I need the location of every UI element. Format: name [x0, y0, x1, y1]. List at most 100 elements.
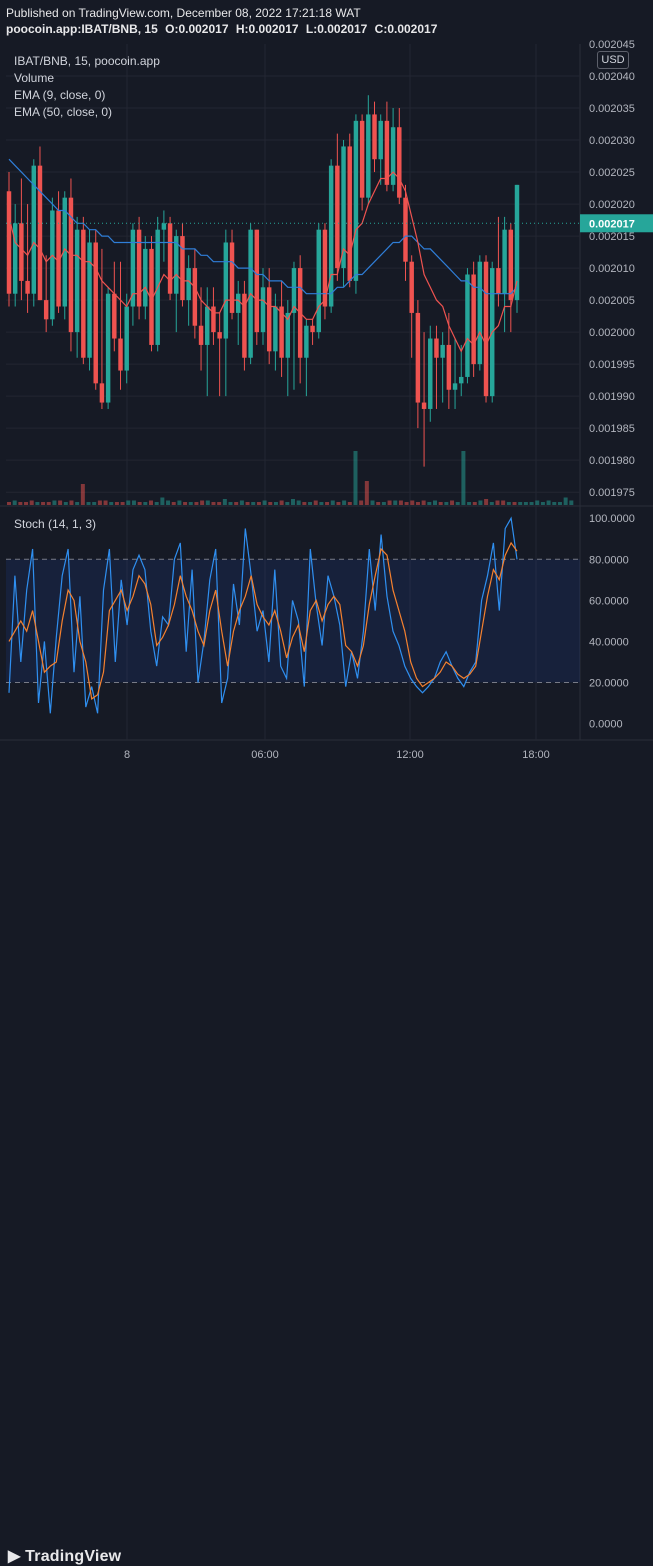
stoch-k-line — [8, 516, 518, 714]
candle-body — [508, 229, 514, 301]
candle-body — [260, 287, 266, 333]
volume-bar — [398, 500, 403, 505]
volume-bar — [353, 451, 358, 505]
volume-bar — [63, 502, 68, 505]
price-tick-label: 0.002015 — [589, 231, 635, 243]
volume-bar — [336, 502, 341, 505]
candle-body — [359, 120, 365, 198]
candle-body — [186, 268, 191, 301]
volume-bar — [347, 502, 352, 505]
candle-body — [118, 338, 123, 371]
tv-mark-icon: ▶ — [8, 1548, 21, 1565]
candle-body — [304, 325, 309, 358]
price-tick-label: 0.001990 — [589, 391, 635, 403]
price-tick-label: 0.002000 — [589, 327, 635, 339]
candle-body — [471, 274, 476, 365]
candle-body — [43, 300, 49, 320]
candle-body — [124, 306, 129, 371]
candle-body — [99, 383, 105, 403]
candle-body — [143, 248, 148, 307]
volume-bar — [540, 502, 545, 505]
volume-bar — [359, 500, 364, 505]
candle-body — [514, 184, 520, 301]
currency-badge[interactable]: USD — [597, 51, 629, 69]
price-tick-label: 0.001975 — [589, 487, 635, 499]
volume-bar — [166, 500, 171, 505]
candle-body — [254, 229, 260, 333]
volume-bar — [228, 502, 233, 505]
candle-body — [167, 223, 173, 294]
candle-body — [465, 274, 470, 377]
volume-bar — [506, 502, 511, 505]
volume-bar — [222, 499, 227, 505]
volume-bar — [188, 502, 193, 505]
volume-bar — [205, 500, 210, 505]
stoch-tick-label: 60.0000 — [589, 595, 629, 607]
last-price-marker — [580, 214, 653, 233]
volume-bar — [455, 502, 460, 505]
stoch-tick-label: 80.0000 — [589, 554, 629, 566]
volume-bar — [75, 502, 80, 505]
candle-body — [62, 197, 67, 307]
candle-body — [12, 223, 18, 294]
price-tick-label: 0.002005 — [589, 295, 635, 307]
open-value: O:0.002017 — [165, 22, 229, 36]
volume-bar — [467, 502, 472, 505]
candle-body — [37, 165, 43, 301]
volume-bar — [114, 502, 119, 505]
candle-body — [415, 312, 421, 403]
volume-bar — [137, 502, 142, 505]
candle-body — [310, 325, 315, 333]
candle-body — [434, 338, 439, 358]
price-tick-label: 0.001985 — [589, 423, 635, 435]
volume-bar — [160, 497, 165, 505]
volume-bar — [302, 502, 307, 505]
price-tick-label: 0.001980 — [589, 455, 635, 467]
volume-bar — [410, 500, 415, 505]
stoch-tick-label: 20.0000 — [589, 678, 629, 690]
candle-body — [397, 127, 402, 198]
candle-body — [421, 402, 427, 409]
time-tick-label: 8 — [124, 749, 130, 761]
volume-bar — [529, 502, 534, 505]
volume-bar — [24, 502, 29, 505]
volume-bar — [342, 500, 347, 505]
price-tick-label: 0.002020 — [589, 199, 635, 211]
volume-bar — [12, 500, 17, 505]
candle-body — [266, 287, 272, 352]
volume-bar — [69, 500, 74, 505]
volume-bar — [393, 500, 398, 505]
candle-body — [273, 306, 278, 352]
volume-bar — [518, 502, 523, 505]
volume-bar — [279, 500, 284, 505]
low-value: L:0.002017 — [305, 22, 368, 36]
candle-body — [6, 191, 12, 294]
volume-bar — [415, 502, 420, 505]
volume-bar — [501, 500, 506, 505]
volume-bar — [495, 500, 500, 505]
candle-body — [483, 261, 489, 397]
volume-bar — [126, 500, 131, 505]
candle-body — [316, 229, 321, 333]
volume-bar — [154, 502, 159, 505]
volume-bar — [46, 502, 51, 505]
price-chart[interactable]: 0.002045 0.002040 0.002035 0.002030 0.002025… — [0, 0, 653, 804]
volume-bar — [364, 481, 369, 505]
candle-body — [459, 376, 464, 384]
volume-bar — [563, 497, 568, 505]
legend-volume: Volume — [14, 71, 55, 85]
candle-body — [180, 236, 185, 301]
volume-bar — [7, 502, 11, 505]
tradingview-logo: ▶ TradingView — [8, 1546, 121, 1566]
candle-body — [56, 210, 61, 307]
volume-bar — [41, 502, 46, 505]
candle-body — [174, 236, 179, 294]
volume-bar — [569, 500, 574, 505]
volume-bar — [535, 500, 540, 505]
ohlc-line: poocoin.app:IBAT/BNB, 15 O:0.002017 H:0.… — [6, 22, 441, 36]
volume-bar — [131, 500, 136, 505]
candle-body — [112, 293, 117, 339]
volume-bar — [58, 500, 63, 505]
time-tick-label: 06:00 — [251, 749, 279, 761]
price-tick-label: 0.002025 — [589, 167, 635, 179]
